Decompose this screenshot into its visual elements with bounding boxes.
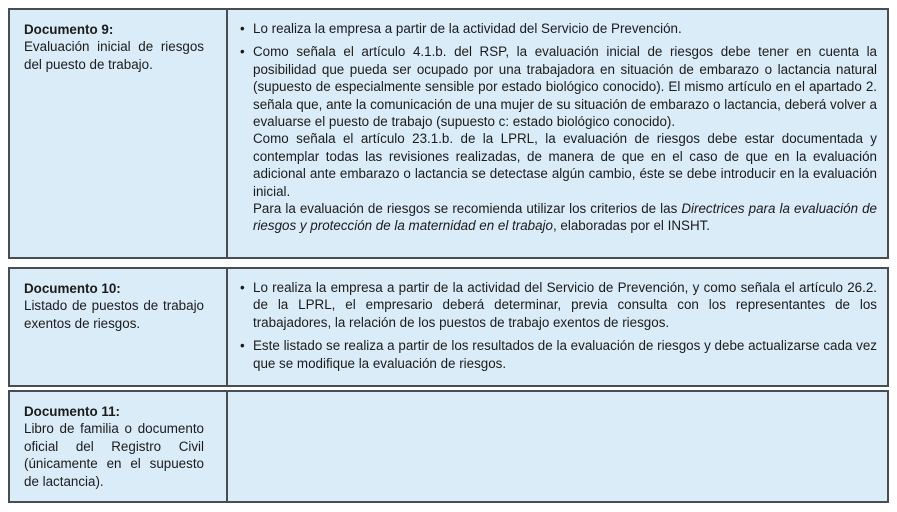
bullet-icon: • <box>240 280 245 295</box>
bullet-icon: • <box>240 44 245 60</box>
bullet-text: Este listado se realiza a partir de los … <box>253 338 877 371</box>
doc-details-cell: • Lo realiza la empresa a partir de la a… <box>228 10 887 257</box>
bullet-item: • Este listado se realiza a partir de lo… <box>240 337 877 372</box>
table-row-documento-9: Documento 9: Evaluación inicial de ries­… <box>8 8 889 259</box>
doc-title: Documento 9: <box>24 22 114 37</box>
paragraph-text: Para la evaluación de riesgos se recomie… <box>253 201 682 217</box>
italic-publication-title: Directrices para la evaluación de riesgo… <box>253 201 877 234</box>
table-row-documento-10: Documento 10: Listado de puestos de tra­… <box>8 267 889 387</box>
doc-desc: Listado de puestos de tra­bajo exentos d… <box>24 298 204 331</box>
paragraph: Para la evaluación de riesgos se recomie… <box>253 200 877 235</box>
doc-label-cell: Documento 9: Evaluación inicial de ries­… <box>10 10 228 257</box>
paragraph: Como señala el artículo 23.1.b. de la LP… <box>253 131 877 199</box>
doc-desc: Libro de familia o documen­to oficial de… <box>24 421 204 489</box>
doc-title: Documento 11: <box>24 404 120 419</box>
paragraph: Como señala el artículo 4.1.b. del RSP, … <box>253 44 877 130</box>
bullet-item: • Como señala el artículo 4.1.b. del RSP… <box>240 43 877 234</box>
doc-desc: Evaluación inicial de ries­gos del puest… <box>24 39 204 72</box>
doc-details-cell: • Lo realiza la empresa a partir de la a… <box>228 269 887 385</box>
doc-label-cell: Documento 10: Listado de puestos de tra­… <box>10 269 228 385</box>
paragraph-text: , elaboradas por el INSHT. <box>552 218 711 234</box>
bullet-item: • Lo realiza la empresa a partir de la a… <box>240 20 877 37</box>
doc-label-cell: Documento 11: Libro de familia o documen… <box>10 392 228 501</box>
doc-title: Documento 10: <box>24 281 121 296</box>
bullet-icon: • <box>240 21 245 36</box>
doc-details-cell-empty <box>228 392 887 501</box>
bullet-text: Como señala el artículo 4.1.b. del RSP, … <box>253 43 877 234</box>
bullet-item: • Lo realiza la empresa a partir de la a… <box>240 279 877 331</box>
bullet-text: Lo realiza la empresa a partir de la act… <box>253 280 877 330</box>
bullet-icon: • <box>240 338 245 354</box>
table-row-documento-11: Documento 11: Libro de familia o documen… <box>8 390 889 503</box>
bullet-text: Lo realiza la empresa a partir de la act… <box>253 21 682 36</box>
document-table: Documento 9: Evaluación inicial de ries­… <box>8 8 889 503</box>
